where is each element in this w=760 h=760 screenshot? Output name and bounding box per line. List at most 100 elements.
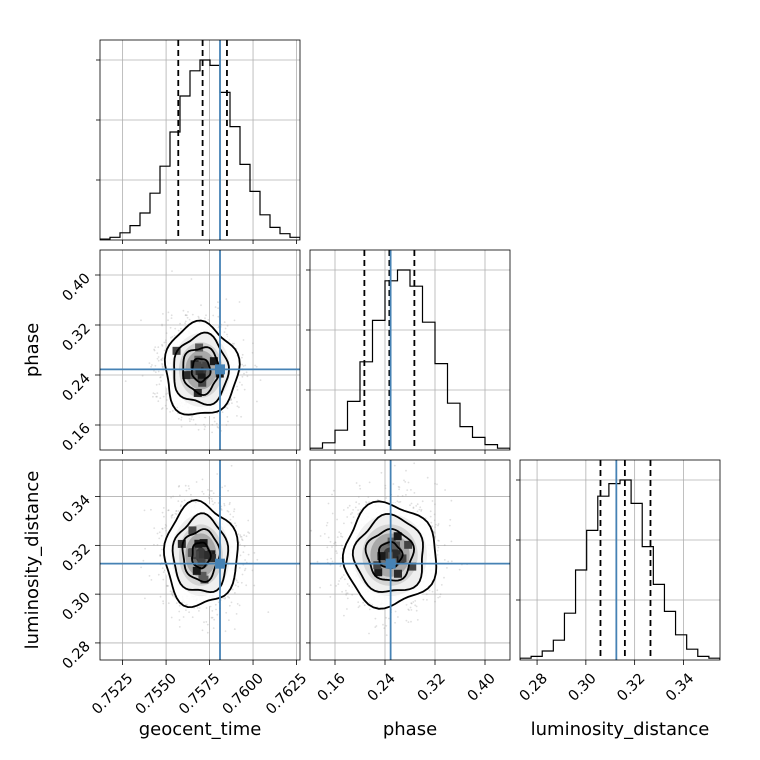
sample-point	[169, 411, 172, 413]
sample-point	[150, 579, 153, 581]
sample-point	[187, 485, 190, 487]
density-block	[186, 370, 195, 379]
sample-point	[177, 510, 180, 512]
sample-point	[243, 545, 246, 548]
x-tick-label-geocent_time-1: 0.7550	[133, 671, 180, 718]
sample-point	[201, 490, 204, 493]
sample-point	[241, 353, 244, 356]
density-block	[197, 558, 206, 567]
sample-point	[236, 389, 239, 391]
contour-2	[351, 513, 424, 593]
sample-point	[221, 411, 224, 413]
panel-frame	[309, 249, 511, 451]
sample-point	[143, 509, 146, 512]
sample-point	[344, 578, 346, 581]
sample-point	[234, 592, 236, 594]
sample-point	[241, 375, 244, 378]
sample-point	[156, 392, 159, 394]
sample-point	[161, 511, 164, 514]
density-panel-geocent_time-luminosity_distance	[99, 459, 301, 661]
sample-point	[253, 584, 256, 587]
sample-point	[380, 471, 383, 474]
sample-point	[413, 462, 416, 465]
sample-point	[238, 301, 241, 303]
panel-frame	[99, 459, 301, 661]
sample-point	[174, 327, 177, 330]
sample-point	[184, 314, 187, 316]
sample-point	[397, 616, 399, 618]
sample-point	[181, 601, 184, 604]
sample-point	[217, 301, 219, 304]
sample-point	[157, 400, 160, 403]
sample-point	[177, 329, 180, 332]
sample-point	[224, 485, 226, 487]
density-block	[197, 373, 206, 382]
sample-point	[190, 278, 193, 280]
sample-point	[229, 399, 232, 401]
sample-point	[431, 525, 433, 528]
sample-point	[211, 500, 214, 503]
sample-point	[161, 359, 163, 362]
contour-0	[378, 540, 404, 569]
sample-point	[362, 601, 365, 604]
sample-point	[223, 321, 226, 323]
sample-point	[151, 364, 153, 366]
sample-point	[251, 351, 254, 354]
sample-point	[421, 500, 424, 503]
density-block	[393, 532, 402, 541]
sample-point	[253, 552, 256, 554]
sample-point	[171, 593, 174, 596]
sample-point	[340, 544, 343, 547]
sample-point	[346, 516, 349, 518]
sample-point	[343, 614, 345, 617]
sample-point	[227, 510, 230, 513]
sample-point	[206, 631, 209, 634]
sample-point	[164, 404, 167, 407]
density-block	[182, 371, 191, 380]
sample-point	[331, 512, 334, 515]
sample-point	[153, 543, 155, 546]
sample-point	[345, 589, 347, 592]
sample-point	[326, 521, 329, 524]
sample-point	[227, 595, 229, 598]
sample-point	[326, 558, 329, 561]
sample-point	[214, 306, 217, 308]
sample-point	[179, 494, 181, 497]
sample-point	[140, 319, 142, 322]
sample-point	[204, 317, 206, 320]
sample-point	[171, 270, 173, 272]
sample-point	[230, 601, 233, 604]
sample-point	[368, 608, 371, 611]
sample-point	[238, 567, 241, 569]
sample-point	[182, 309, 185, 312]
sample-point	[170, 496, 173, 499]
sample-point	[329, 540, 332, 543]
sample-point	[357, 601, 360, 604]
sample-point	[186, 314, 188, 317]
x-tick-label-phase-0: 0.16	[315, 671, 349, 705]
sample-point	[161, 345, 164, 347]
sample-point	[410, 502, 413, 505]
sample-point	[163, 515, 165, 518]
sample-point	[234, 578, 237, 580]
sample-point	[355, 501, 358, 504]
sample-point	[157, 573, 160, 576]
sample-point	[179, 505, 182, 508]
sample-point	[211, 490, 213, 492]
sample-point	[339, 564, 342, 567]
sample-point	[228, 619, 230, 622]
sample-point	[225, 611, 228, 614]
sample-point	[325, 524, 328, 527]
sample-point	[227, 420, 229, 423]
sample-point	[180, 419, 183, 421]
sample-point	[236, 603, 239, 605]
sample-point	[437, 523, 440, 525]
sample-point	[142, 559, 145, 562]
sample-point	[229, 501, 231, 504]
sample-point	[226, 510, 229, 512]
sample-point	[226, 333, 228, 336]
sample-point	[217, 307, 220, 309]
sample-point	[319, 535, 322, 537]
sample-point	[239, 535, 242, 538]
x-tick-label-luminosity_distance-3: 0.34	[663, 671, 697, 705]
